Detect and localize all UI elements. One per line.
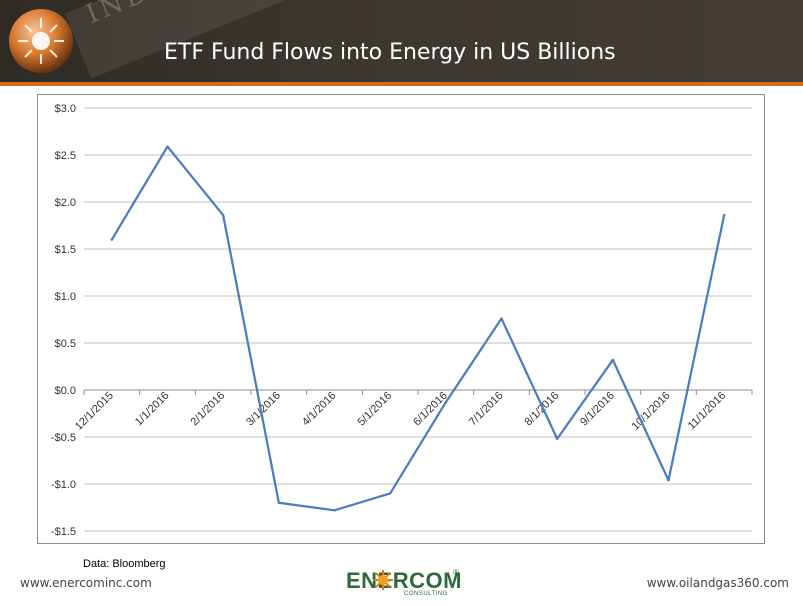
- sun-burst-icon: [373, 570, 393, 590]
- y-tick-label: $2.5: [55, 150, 76, 162]
- data-point: [110, 238, 114, 241]
- y-tick-label: $3.0: [55, 103, 76, 115]
- y-tick-label: $1.5: [55, 244, 76, 256]
- data-point: [277, 501, 281, 504]
- y-tick-label: -$1.0: [51, 479, 76, 491]
- x-tick-label: 2/1/2016: [189, 390, 228, 429]
- page-title: ETF Fund Flows into Energy in US Billion…: [164, 40, 616, 65]
- line-chart: $3.0 $2.5 $2.0 $1.5 $1.0 $0.5 $0.0 -$0.5 -$1.0 -$…: [51, 103, 753, 538]
- x-tick-label: 4/1/2016: [300, 390, 339, 429]
- x-tick-label: 9/1/2016: [578, 390, 617, 429]
- data-point: [166, 145, 169, 148]
- x-tick-label: 7/1/2016: [467, 390, 506, 429]
- footer-left-url[interactable]: www.enercominc.com: [20, 576, 152, 590]
- data-point: [221, 213, 225, 217]
- data-point: [388, 492, 392, 495]
- source-note: Data: Bloomberg: [83, 558, 166, 570]
- enercom-logo: ENERCOM CONSULTING ®: [342, 566, 462, 602]
- chart-frame: $3.0 $2.5 $2.0 $1.5 $1.0 $0.5 $0.0 -$0.5 -$1.0 -$…: [37, 94, 765, 544]
- data-point: [500, 317, 503, 320]
- sun-sphere-icon: [9, 9, 73, 73]
- x-tick-label: 12/1/2015: [73, 390, 116, 433]
- series-line: [110, 145, 726, 512]
- header-accent-band: [0, 82, 803, 86]
- x-tick-label: 1/1/2016: [133, 390, 172, 429]
- registered-mark: ®: [453, 568, 459, 577]
- data-point: [722, 213, 726, 217]
- y-tick-label: $2.0: [55, 197, 76, 209]
- x-tick-label: 5/1/2016: [356, 390, 395, 429]
- x-tick-label: 8/1/2016: [523, 390, 562, 429]
- y-tick-label: $0.5: [55, 338, 76, 350]
- data-point: [555, 437, 559, 441]
- x-tick-label: 6/1/2016: [411, 390, 450, 429]
- enercom-logo-subtext: CONSULTING: [404, 591, 448, 597]
- data-point: [333, 509, 336, 512]
- data-point: [611, 358, 615, 362]
- y-tick-label: $1.0: [55, 291, 76, 303]
- x-tick-label: 11/1/2016: [686, 390, 729, 433]
- y-tick-label: -$0.5: [51, 432, 76, 444]
- data-point: [444, 401, 448, 404]
- y-tick-label: $0.0: [55, 385, 76, 397]
- enercom-logo-text: ENERCOM: [346, 568, 462, 593]
- y-tick-label: -$1.5: [51, 526, 76, 538]
- header-banner: INDUSTRY ETF Fund Flows into Energy in U…: [0, 0, 803, 82]
- footer-right-url[interactable]: www.oilandgas360.com: [646, 576, 789, 590]
- data-point: [667, 479, 670, 482]
